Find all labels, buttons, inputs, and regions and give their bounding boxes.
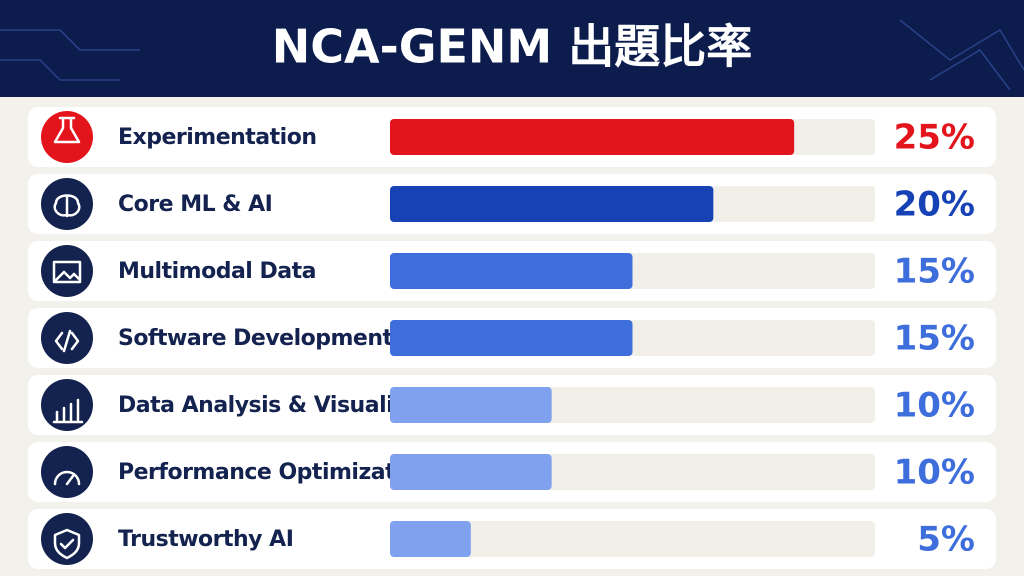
chart-title: NCA-GENM 出題比率 bbox=[272, 20, 752, 74]
category-label: Experimentation bbox=[118, 125, 316, 150]
icon-circle bbox=[41, 513, 93, 565]
value-label: 10% bbox=[894, 453, 975, 493]
category-label: Performance Optimization bbox=[118, 460, 432, 485]
category-label: Software Development bbox=[118, 326, 394, 351]
icon-glyph bbox=[53, 116, 81, 144]
category-label: Core ML & AI bbox=[118, 192, 272, 217]
category-label: Trustworthy AI bbox=[118, 527, 293, 552]
bar bbox=[390, 119, 795, 155]
bar-track bbox=[390, 521, 875, 557]
icon-glyph bbox=[53, 194, 81, 218]
value-label: 5% bbox=[917, 520, 975, 560]
bar bbox=[390, 186, 714, 222]
header bbox=[0, 0, 1024, 97]
bar bbox=[390, 253, 633, 289]
value-label: 20% bbox=[894, 185, 975, 225]
value-label: 15% bbox=[894, 319, 975, 359]
value-label: 10% bbox=[894, 386, 975, 426]
value-label: 15% bbox=[894, 252, 975, 292]
bar bbox=[390, 320, 633, 356]
icon-circle bbox=[41, 111, 93, 163]
bar bbox=[390, 454, 552, 490]
icon-glyph bbox=[53, 470, 81, 486]
category-label: Multimodal Data bbox=[118, 259, 316, 284]
decoration bbox=[0, 19, 1024, 91]
bar bbox=[390, 387, 552, 423]
icon-glyph bbox=[52, 398, 84, 424]
icon-glyph bbox=[52, 260, 82, 284]
value-label: 25% bbox=[894, 118, 975, 158]
icon-circle bbox=[41, 245, 93, 297]
icon-circle bbox=[41, 379, 93, 431]
icon-glyph bbox=[53, 528, 81, 560]
bar bbox=[390, 521, 471, 557]
icon-glyph bbox=[54, 329, 80, 353]
